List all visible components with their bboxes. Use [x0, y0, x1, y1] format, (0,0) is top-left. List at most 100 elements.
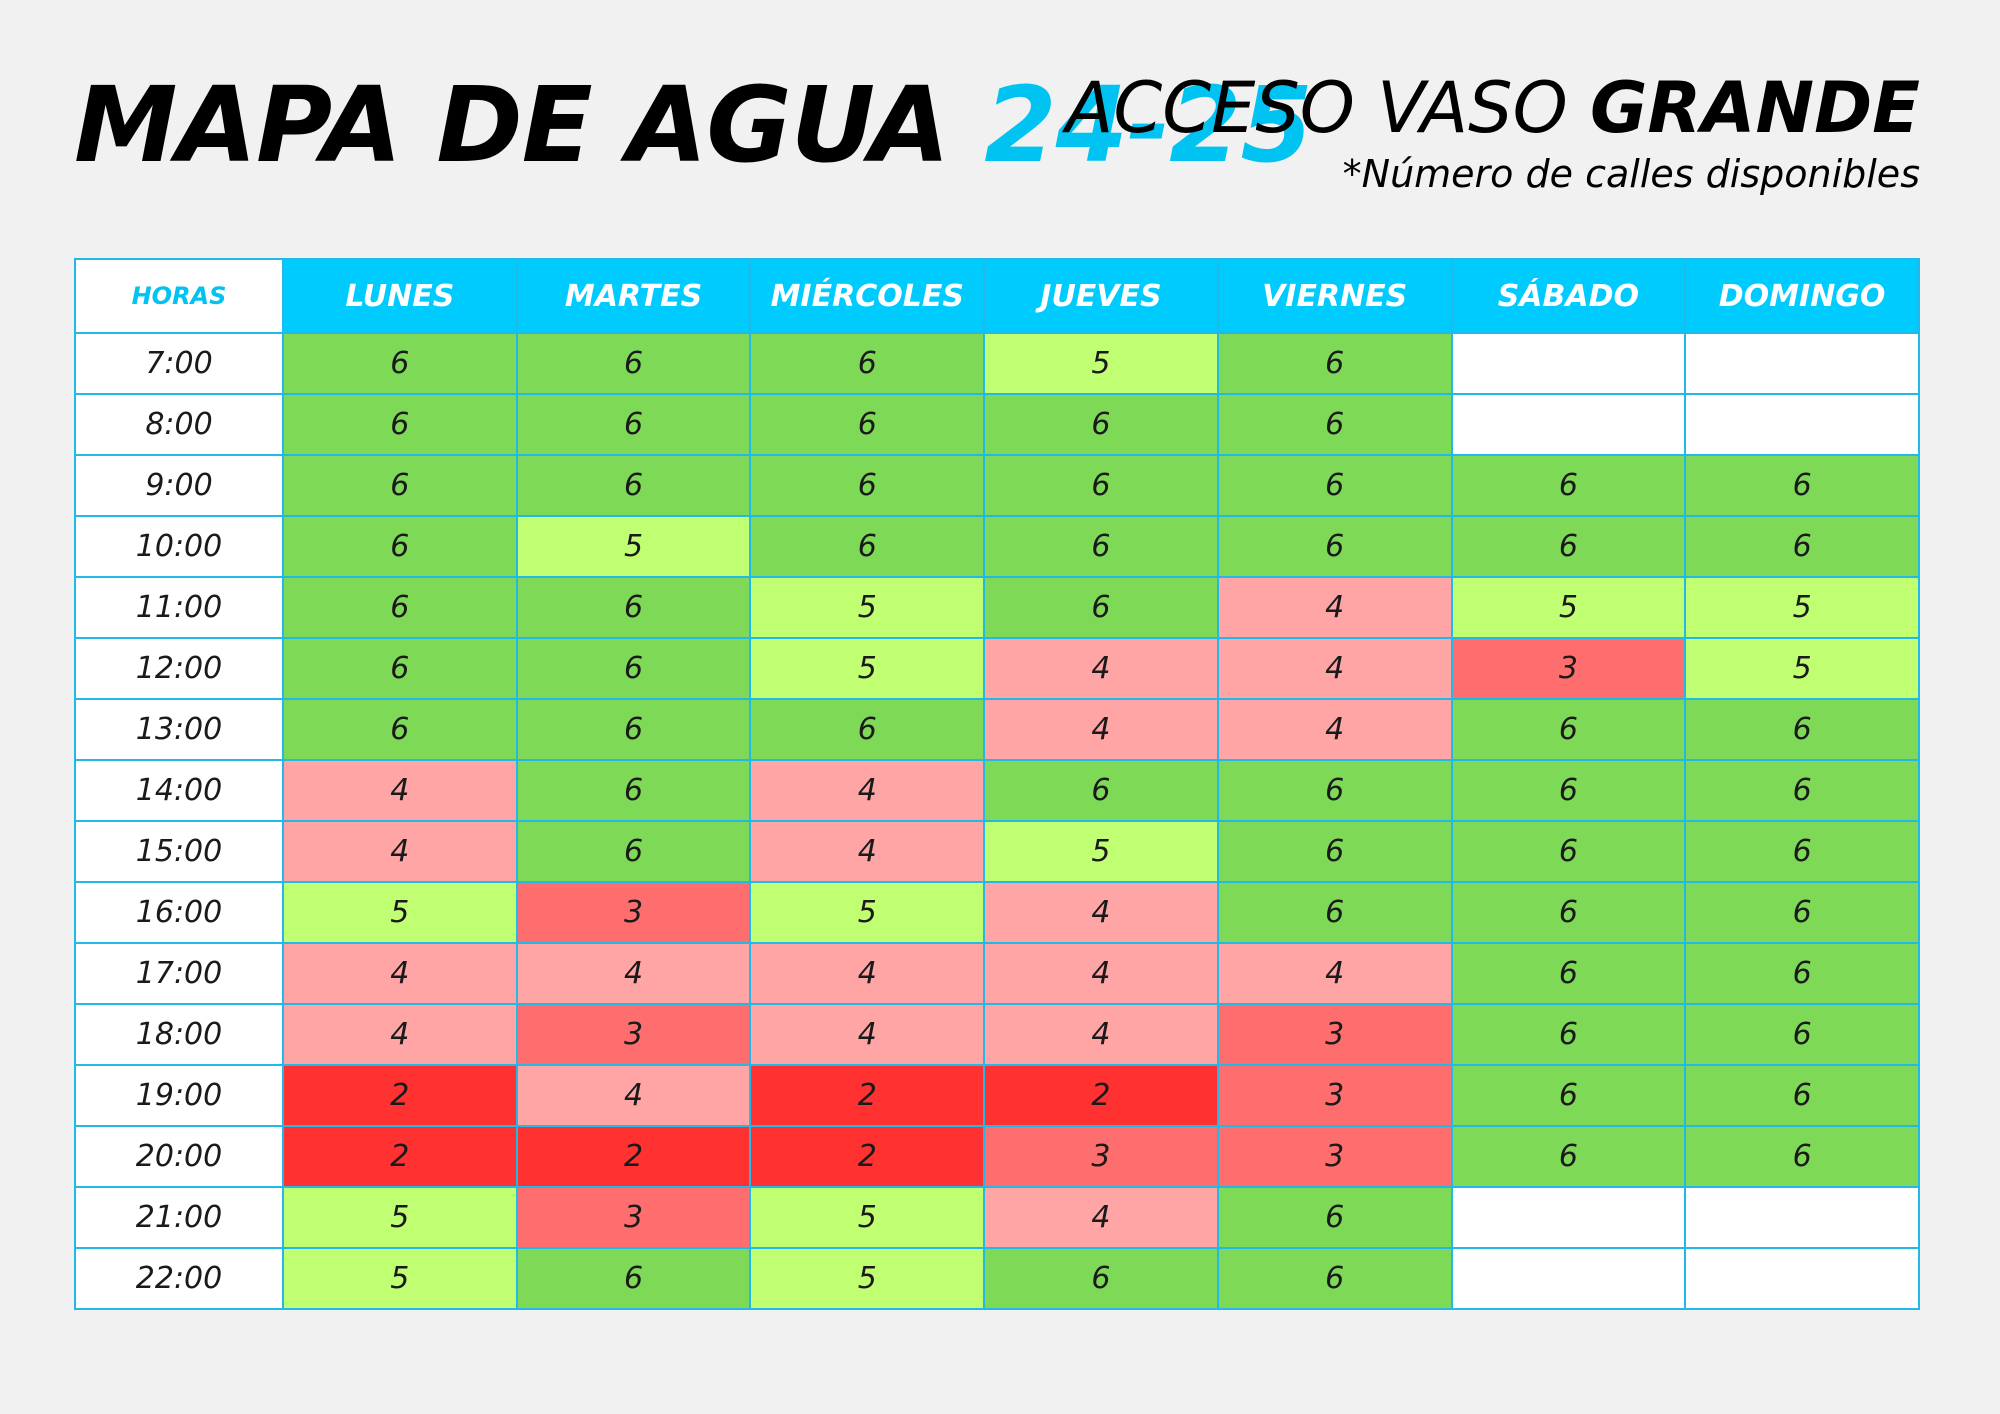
lanes-cell: 5	[515, 515, 752, 578]
lanes-cell: 4	[515, 942, 752, 1005]
subtitle-light: ACCESO VASO	[1065, 67, 1568, 149]
hour-cell: 8:00	[74, 393, 284, 456]
lanes-cell: 5	[282, 1247, 518, 1310]
lanes-cell: 4	[515, 1064, 752, 1127]
lanes-note: *Número de calles disponibles	[1342, 152, 1920, 196]
lanes-cell: 6	[282, 332, 518, 395]
lanes-cell: 4	[749, 759, 986, 822]
lanes-cell: 4	[1216, 576, 1453, 639]
lanes-cell: 6	[515, 698, 752, 761]
subtitle: ACCESO VASO GRANDE	[1065, 66, 1920, 150]
lanes-cell: 6	[515, 1247, 752, 1310]
lanes-cell: 6	[749, 698, 986, 761]
table-row: 19:00 2 4 2 2 3 6 6	[74, 1064, 1920, 1127]
lanes-cell: 6	[282, 698, 518, 761]
day-header: SÁBADO	[1450, 258, 1687, 334]
lanes-cell: 6	[1450, 1125, 1687, 1188]
lanes-cell: 4	[282, 1003, 518, 1066]
lanes-cell: 6	[1684, 454, 1920, 517]
lanes-cell: 6	[515, 637, 752, 700]
lanes-cell: 6	[1216, 881, 1453, 944]
lanes-cell: 6	[749, 454, 986, 517]
table-row: 20:00 2 2 2 3 3 6 6	[74, 1125, 1920, 1188]
lanes-cell	[1450, 393, 1687, 456]
lanes-cell: 6	[1216, 332, 1453, 395]
lanes-cell: 6	[1684, 820, 1920, 883]
subtitle-bold: GRANDE	[1589, 67, 1920, 149]
lanes-cell: 6	[983, 454, 1219, 517]
lanes-cell: 4	[983, 1186, 1219, 1249]
lanes-cell: 3	[1450, 637, 1687, 700]
lanes-cell: 6	[983, 759, 1219, 822]
lanes-cell: 6	[1684, 759, 1920, 822]
hour-cell: 10:00	[74, 515, 284, 578]
lanes-cell: 3	[515, 1003, 752, 1066]
lanes-cell: 6	[983, 393, 1219, 456]
table-row: 15:00 4 6 4 5 6 6 6	[74, 820, 1920, 883]
lanes-cell: 6	[1216, 1247, 1453, 1310]
hour-cell: 19:00	[74, 1064, 284, 1127]
lanes-cell: 4	[282, 759, 518, 822]
lanes-cell: 6	[1684, 1064, 1920, 1127]
title-main: MAPA DE AGUA	[74, 64, 950, 186]
lanes-cell: 6	[1450, 1064, 1687, 1127]
table-row: 21:00 5 3 5 4 6	[74, 1186, 1920, 1249]
lanes-cell: 6	[1684, 881, 1920, 944]
lanes-cell: 3	[983, 1125, 1219, 1188]
lanes-cell	[1684, 1247, 1920, 1310]
lanes-cell: 4	[983, 942, 1219, 1005]
day-header: JUEVES	[983, 258, 1219, 334]
lanes-cell: 4	[749, 942, 986, 1005]
lanes-cell: 3	[515, 1186, 752, 1249]
lanes-cell: 2	[749, 1064, 986, 1127]
header-row: HORAS LUNES MARTES MIÉRCOLES JUEVES VIER…	[74, 258, 1920, 334]
lanes-cell: 5	[749, 576, 986, 639]
lanes-cell: 2	[515, 1125, 752, 1188]
lanes-cell: 5	[1684, 576, 1920, 639]
table-row: 9:00 6 6 6 6 6 6 6	[74, 454, 1920, 517]
lanes-cell: 4	[749, 820, 986, 883]
day-header: VIERNES	[1216, 258, 1453, 334]
lanes-cell: 6	[515, 454, 752, 517]
lanes-cell: 6	[515, 820, 752, 883]
lanes-cell: 5	[749, 1186, 986, 1249]
lanes-cell: 6	[1450, 881, 1687, 944]
lanes-cell: 6	[1216, 759, 1453, 822]
lanes-cell: 6	[1216, 454, 1453, 517]
lanes-cell: 6	[282, 576, 518, 639]
lanes-cell: 6	[282, 637, 518, 700]
lanes-cell: 4	[282, 820, 518, 883]
lanes-cell: 6	[1450, 1003, 1687, 1066]
day-header: MARTES	[515, 258, 752, 334]
lanes-cell: 6	[515, 393, 752, 456]
lanes-cell: 3	[1216, 1064, 1453, 1127]
schedule-body: 7:00 6 6 6 5 6 8:00 6 6 6 6 6 9:00 6 6 6 6 6 6 6 10:00 6 5 6 6 6 6…	[74, 332, 1920, 1310]
table-row: 17:00 4 4 4 4 4 6 6	[74, 942, 1920, 1005]
hour-cell: 12:00	[74, 637, 284, 700]
lanes-cell: 6	[1684, 1125, 1920, 1188]
lanes-cell: 6	[1450, 820, 1687, 883]
day-header: DOMINGO	[1684, 258, 1920, 334]
lanes-cell: 6	[1216, 393, 1453, 456]
table-row: 8:00 6 6 6 6 6	[74, 393, 1920, 456]
lanes-cell: 4	[983, 1003, 1219, 1066]
lanes-cell: 6	[983, 1247, 1219, 1310]
hour-cell: 7:00	[74, 332, 284, 395]
lanes-cell: 6	[1450, 698, 1687, 761]
lanes-cell: 6	[983, 576, 1219, 639]
lanes-cell: 6	[1216, 515, 1453, 578]
hour-cell: 15:00	[74, 820, 284, 883]
lanes-cell	[1450, 1247, 1687, 1310]
hour-cell: 11:00	[74, 576, 284, 639]
table-row: 7:00 6 6 6 5 6	[74, 332, 1920, 395]
lanes-cell: 6	[282, 454, 518, 517]
table-row: 16:00 5 3 5 4 6 6 6	[74, 881, 1920, 944]
lanes-cell: 6	[282, 515, 518, 578]
lanes-cell	[1684, 332, 1920, 395]
lanes-cell: 4	[282, 942, 518, 1005]
hour-cell: 21:00	[74, 1186, 284, 1249]
lanes-cell: 4	[1216, 637, 1453, 700]
lanes-cell: 5	[983, 820, 1219, 883]
hour-cell: 22:00	[74, 1247, 284, 1310]
lanes-cell: 6	[1216, 1186, 1453, 1249]
